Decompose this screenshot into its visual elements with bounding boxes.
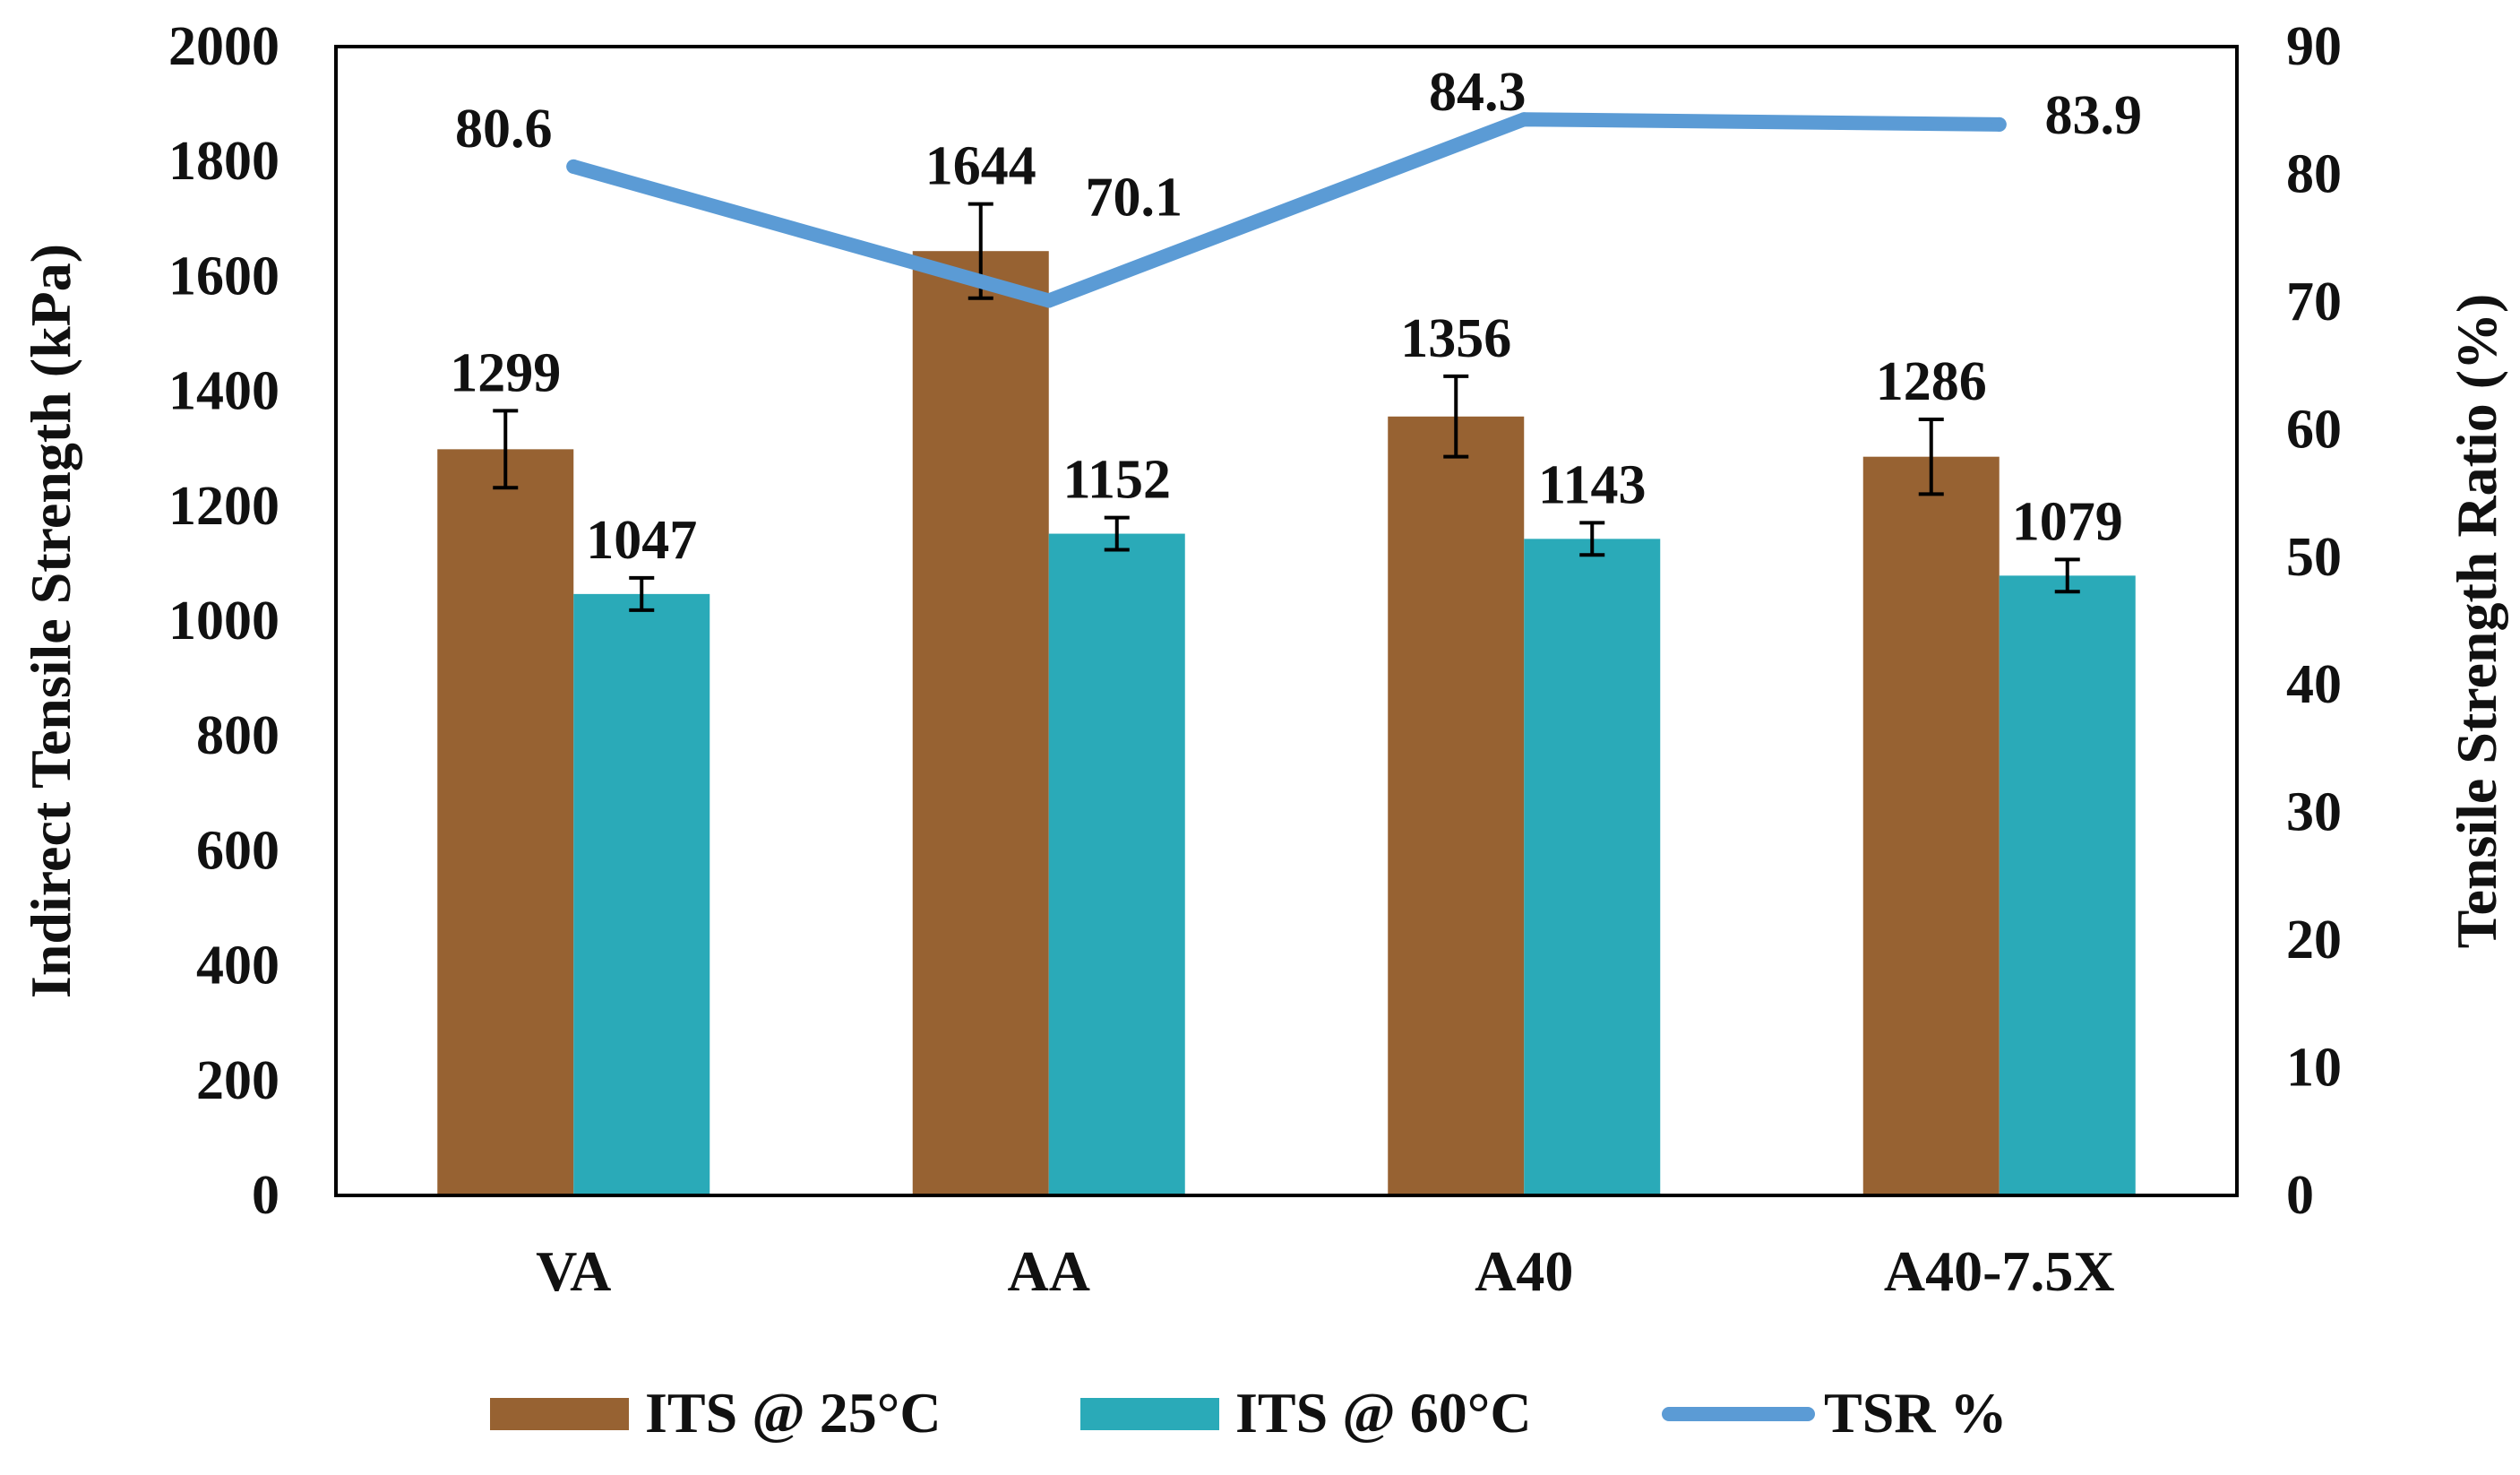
bar-data-label: 1356 [1400,308,1511,369]
right-tick-label: 20 [2286,910,2342,970]
bar-data-label: 1079 [2012,491,2123,552]
left-tick-label: 2000 [168,16,280,77]
bar-data-label: 1299 [450,342,561,403]
tsr-point [566,159,581,174]
left-tick-label: 0 [252,1165,280,1226]
tsr-line [566,112,2007,308]
error-bars-layer [493,202,2080,612]
left-tick-label: 1800 [168,131,280,192]
error-bar [1443,374,1469,459]
right-tick-label: 80 [2286,143,2342,204]
legend-label-its-25: ITS @ 25°C [645,1381,942,1445]
bar-its-25-a40-7.5x [1862,456,2000,1195]
left-tick-label: 1400 [168,361,280,422]
category-label: A40 [1475,1239,1573,1303]
left-tick-label: 1000 [168,591,280,651]
error-bar [2054,557,2080,594]
error-bar [1918,418,1944,496]
bar-its-60-a40 [1524,539,1661,1195]
bar-its-60-aa [1048,533,1185,1195]
tsr-data-label: 83.9 [2045,85,2143,146]
right-tick-label: 10 [2286,1038,2342,1099]
right-tick-label: 90 [2286,16,2342,77]
legend-label-its-60: ITS @ 60°C [1235,1381,1532,1445]
bar-data-label: 1143 [1538,454,1647,515]
right-tick-label: 70 [2286,272,2342,332]
tsr-point [1041,293,1056,308]
right-tick-label: 30 [2286,782,2342,843]
bars-layer [437,251,2136,1196]
category-label: VA [536,1239,611,1303]
legend-label-tsr: TSR % [1824,1381,2008,1445]
bar-its-60-a40-7.5x [1999,575,2136,1195]
category-label: AA [1008,1239,1090,1303]
right-axis-title: Tensile Strength Ratio (%) [2445,294,2508,949]
legend: ITS @ 25°C ITS @ 60°C TSR % [490,1381,2008,1445]
right-tick-label: 50 [2286,527,2342,588]
right-tick-label: 0 [2286,1165,2314,1226]
error-bar [629,575,655,612]
bar-its-25-va [437,449,574,1195]
right-axis-ticks: 0 10 20 30 40 50 60 70 80 90 [2286,16,2342,1226]
plot-area-frame [334,45,2239,1197]
error-bar [493,409,519,490]
category-label: A40-7.5X [1884,1239,2115,1303]
tsr-data-label: 70.1 [1086,167,1183,228]
left-tick-label: 200 [196,1050,280,1111]
bar-its-25-a40 [1388,416,1525,1196]
tsr-point [1991,116,2007,132]
left-tick-label: 800 [196,705,280,766]
tsr-point [1517,112,1532,127]
left-tick-label: 1200 [168,476,280,537]
legend-swatch-its-25 [490,1398,629,1430]
bar-data-label: 1286 [1876,351,1987,412]
bar-its-60-va [573,593,710,1195]
data-labels-layer: 1299 1644 1356 1286 1047 1152 1143 1079 80.6 70.1… [450,62,2142,571]
left-axis-ticks: 0 200 400 600 800 1000 1200 1400 1600 1800 2000 [168,16,280,1226]
bar-its-25-aa [912,251,1049,1195]
error-bar [1579,521,1605,557]
left-tick-label: 1600 [168,246,280,306]
legend-swatch-its-60 [1080,1398,1219,1430]
tsr-line-layer [566,112,2007,308]
right-tick-label: 40 [2286,654,2342,715]
bar-data-label: 1644 [925,136,1036,197]
tsr-data-label: 84.3 [1429,62,1527,123]
left-axis-title: Indirect Tensile Strength (kPa) [19,244,82,998]
left-tick-label: 600 [196,820,280,881]
error-bar [1104,515,1130,552]
left-tick-label: 400 [196,936,280,996]
bar-data-label: 1047 [586,510,697,571]
right-tick-label: 60 [2286,399,2342,460]
tsr-data-label: 80.6 [455,99,553,160]
x-axis-ticks: VA AA A40 A40-7.5X [536,1239,2114,1303]
bar-data-label: 1152 [1062,450,1171,511]
